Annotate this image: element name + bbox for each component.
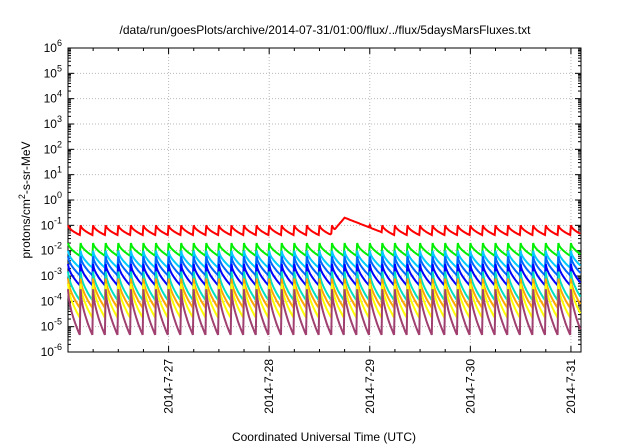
x-tick-label: 2014-7-28 <box>262 359 276 414</box>
y-tick-label: 10-6 <box>41 342 62 359</box>
series-group <box>67 216 582 336</box>
x-tick-label: 2014-7-29 <box>363 359 377 414</box>
y-tick-label: 103 <box>44 114 62 131</box>
y-tick-label: 104 <box>44 89 62 106</box>
x-axis-ticks: 2014-7-27 2014-7-28 2014-7-29 2014-7-30 2014… <box>92 48 578 414</box>
y-tick-label: 106 <box>44 38 62 55</box>
y-tick-label: 10-5 <box>41 317 62 334</box>
y-tick-label: 105 <box>44 63 62 80</box>
y-tick-label: 10-3 <box>41 266 62 283</box>
y-axis-ticks: 10-6 10-5 10-4 10-3 10-2 10-1 100 101 102 103 104 1… <box>41 38 581 359</box>
y-tick-label: 101 <box>44 165 62 182</box>
y-axis-label: protons/cm2-s-sr-MeV <box>17 141 33 258</box>
y-tick-label: 100 <box>44 190 62 207</box>
series-line <box>67 289 582 336</box>
y-tick-label: 102 <box>44 139 62 156</box>
x-tick-label: 2014-7-27 <box>162 359 176 414</box>
x-tick-label: 2014-7-31 <box>564 359 578 414</box>
x-axis-label: Coordinated Universal Time (UTC) <box>232 430 416 444</box>
y-tick-label: 10-1 <box>41 215 62 232</box>
y-tick-label: 10-4 <box>41 291 62 308</box>
x-tick-label: 2014-7-30 <box>463 359 477 414</box>
series-line <box>67 216 581 237</box>
y-tick-label: 10-2 <box>41 241 62 258</box>
chart-title: /data/run/goesPlots/archive/2014-07-31/0… <box>120 23 532 37</box>
